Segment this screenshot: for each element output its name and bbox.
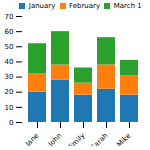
- svg-text:Sarah: Sarah: [89, 132, 109, 146]
- svg-text:60: 60: [5, 28, 14, 36]
- svg-text:20: 20: [5, 88, 14, 96]
- svg-text:Jane: Jane: [23, 132, 40, 146]
- svg-text:Mike: Mike: [115, 132, 132, 146]
- svg-text:Emily: Emily: [67, 132, 86, 146]
- svg-text:John: John: [46, 132, 63, 146]
- svg-text:10: 10: [5, 104, 14, 112]
- html-text:January: January: [28, 2, 56, 10]
- html-text:March 1: March 1: [113, 2, 142, 10]
- html-text:February: February: [69, 2, 101, 10]
- svg-text:70: 70: [5, 13, 14, 21]
- svg-text:30: 30: [5, 73, 14, 81]
- svg-text:40: 40: [5, 58, 14, 66]
- svg-text:50: 50: [5, 43, 14, 51]
- svg-text:0: 0: [9, 119, 13, 127]
